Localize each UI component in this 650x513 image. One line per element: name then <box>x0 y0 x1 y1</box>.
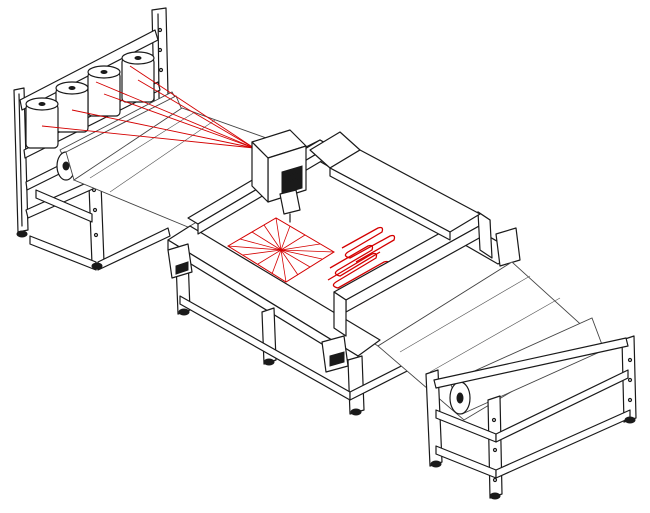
sewing-head <box>251 129 307 223</box>
thread-lines <box>41 65 255 149</box>
radial-sunburst <box>227 217 335 283</box>
take-up-roll <box>425 317 637 500</box>
spool-2 <box>87 65 121 117</box>
spool-4 <box>25 97 59 149</box>
spool-3 <box>55 81 89 133</box>
